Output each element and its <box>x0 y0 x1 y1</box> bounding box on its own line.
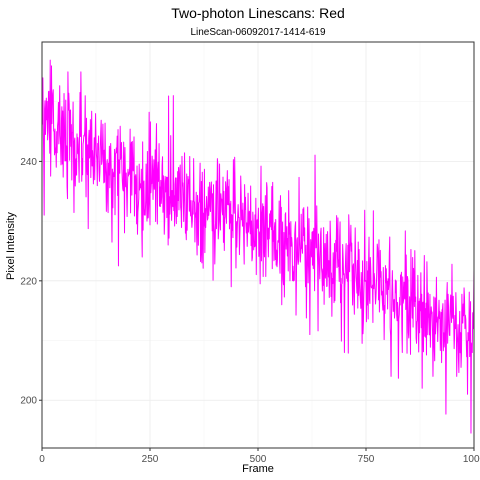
grid <box>41 42 475 448</box>
y-tick-label: 200 <box>20 396 37 407</box>
chart-title: Two-photon Linescans: Red <box>171 5 345 21</box>
x-tick-label: 1000 <box>463 454 480 465</box>
x-tick-label: 500 <box>250 454 267 465</box>
y-axis: 200 220 240 <box>20 157 42 407</box>
y-tick-label: 220 <box>20 276 37 287</box>
x-axis-title: Frame <box>242 463 274 475</box>
series-line-0 <box>41 59 475 434</box>
x-tick-label: 0 <box>39 454 45 465</box>
y-tick-label: 240 <box>20 157 37 168</box>
x-tick-label: 750 <box>358 454 375 465</box>
y-axis-title: Pixel Intensity <box>5 212 17 280</box>
series-layer <box>41 59 475 434</box>
x-axis: 0 250 500 750 1000 <box>39 448 480 465</box>
chart-subtitle: LineScan-06092017-1414-619 <box>190 27 326 38</box>
x-tick-label: 250 <box>142 454 159 465</box>
